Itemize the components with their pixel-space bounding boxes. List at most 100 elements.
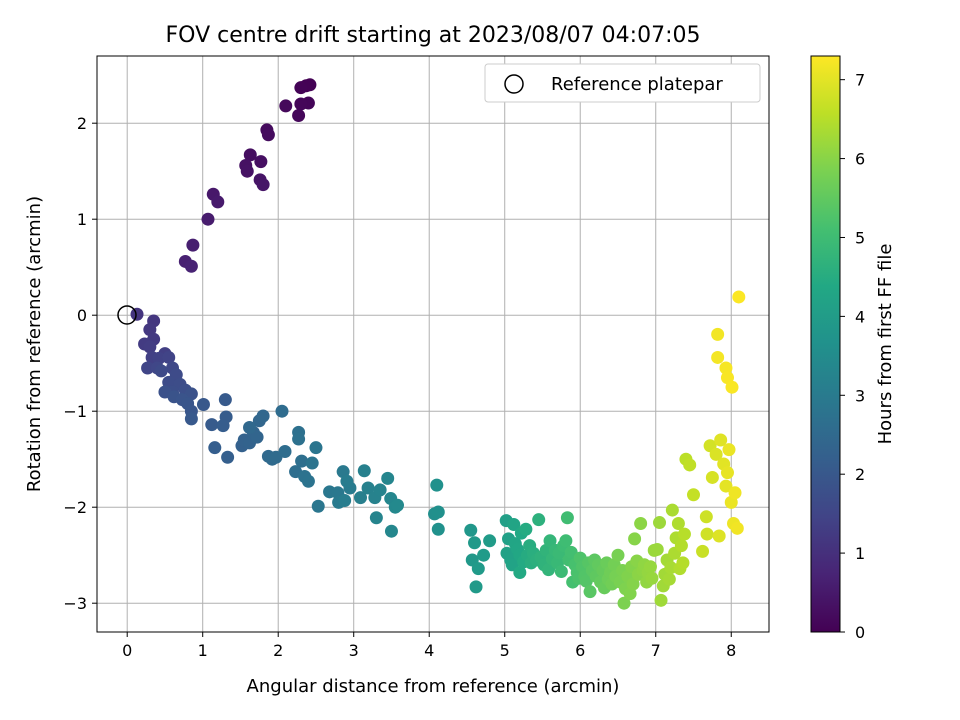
data-point: [184, 259, 198, 273]
data-point: [634, 517, 648, 531]
data-point: [483, 534, 497, 548]
data-point: [369, 511, 383, 525]
colorbar-tick-label: 7: [855, 71, 865, 90]
data-point: [305, 456, 319, 470]
x-tick-label: 8: [726, 641, 736, 660]
data-point: [208, 441, 222, 455]
x-tick-label: 0: [122, 641, 132, 660]
data-point: [292, 109, 306, 123]
data-point: [184, 412, 198, 426]
data-point: [261, 128, 275, 142]
data-point: [700, 527, 714, 541]
data-point: [722, 443, 736, 457]
legend-box: [484, 63, 761, 103]
data-point: [654, 593, 668, 607]
data-point: [730, 521, 744, 535]
x-tick-label: 6: [575, 641, 585, 660]
data-point: [311, 499, 325, 513]
data-point: [361, 481, 375, 495]
data-point: [309, 441, 323, 455]
data-point: [141, 361, 155, 375]
x-tick-label: 1: [198, 641, 208, 660]
data-point: [340, 474, 354, 488]
data-point: [513, 565, 527, 579]
data-point: [354, 491, 368, 505]
data-point: [468, 536, 482, 550]
legend: Reference platepar: [484, 63, 761, 103]
data-point: [471, 562, 485, 576]
data-point: [431, 505, 445, 519]
y-axis-ticks: 2 1 0 −1 −2 −3: [63, 114, 97, 613]
data-point: [154, 364, 168, 378]
y-tick-label: 1: [77, 210, 87, 229]
data-point: [653, 516, 667, 530]
data-point: [696, 544, 710, 558]
legend-reference-icon: [504, 74, 524, 94]
data-point: [464, 523, 478, 537]
data-point: [728, 486, 742, 500]
data-point: [686, 488, 700, 502]
y-tick-label: −3: [63, 594, 87, 613]
data-point: [507, 517, 521, 531]
x-axis-ticks: 0 1 2 3 4 5 6 7 8: [122, 632, 736, 660]
chart-title: FOV centre drift starting at 2023/08/07 …: [166, 23, 701, 48]
data-point: [677, 527, 691, 541]
data-point: [279, 99, 293, 113]
data-point: [275, 404, 289, 418]
data-point: [292, 432, 306, 446]
grid-lines: [97, 56, 769, 632]
data-point: [201, 212, 215, 226]
y-axis-label: Rotation from reference (arcmin): [24, 196, 45, 492]
data-point: [674, 539, 688, 553]
data-point: [711, 350, 725, 364]
data-point: [532, 513, 546, 527]
data-point: [542, 563, 556, 577]
data-point: [725, 380, 739, 394]
data-point: [196, 397, 210, 411]
x-tick-label: 4: [424, 641, 434, 660]
data-point: [676, 556, 690, 570]
data-point: [720, 466, 734, 480]
data-point: [732, 290, 746, 304]
data-point: [699, 510, 713, 524]
data-point: [301, 474, 315, 488]
data-point: [519, 522, 533, 536]
data-point: [611, 548, 625, 562]
y-tick-label: 2: [77, 114, 87, 133]
data-point: [705, 470, 719, 484]
data-point: [256, 178, 270, 192]
data-point: [543, 534, 557, 548]
data-point: [645, 571, 659, 585]
data-point: [709, 447, 723, 461]
data-point: [665, 503, 679, 517]
colorbar-tick-label: 6: [855, 150, 865, 169]
data-point: [469, 580, 483, 594]
data-point: [560, 511, 574, 525]
data-point: [130, 307, 144, 321]
colorbar-tick-label: 4: [855, 307, 865, 326]
data-point: [381, 471, 395, 485]
data-point: [583, 585, 597, 599]
data-point: [384, 524, 398, 538]
data-point: [216, 419, 230, 433]
colorbar-tick-label: 2: [855, 465, 865, 484]
colorbar-tick-label: 3: [855, 386, 865, 405]
data-point: [162, 350, 176, 364]
x-tick-label: 5: [500, 641, 510, 660]
data-point: [143, 340, 157, 354]
data-point: [662, 572, 676, 586]
x-tick-label: 2: [273, 641, 283, 660]
data-point: [683, 458, 697, 472]
data-point: [431, 522, 445, 536]
data-point: [477, 548, 491, 562]
data-point: [186, 238, 200, 252]
data-point: [152, 351, 166, 365]
y-tick-label: 0: [77, 306, 87, 325]
plot-frame: [96, 55, 770, 633]
x-tick-label: 3: [349, 641, 359, 660]
data-point: [579, 574, 593, 588]
data-point: [628, 532, 642, 546]
data-point: [559, 534, 573, 548]
reference-platepar-marker: [117, 305, 137, 325]
